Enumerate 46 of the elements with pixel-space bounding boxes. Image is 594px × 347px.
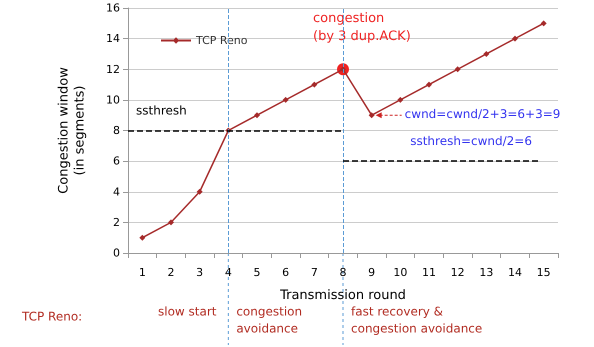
point <box>454 66 461 72</box>
y-axis-title: Congestion window (in segments) <box>56 66 88 194</box>
point <box>168 219 174 226</box>
x-tick-label: 9 <box>368 266 376 279</box>
x-tick-label: 15 <box>536 266 551 279</box>
x-axis-title: Transmission round <box>279 288 406 303</box>
x-tick-label: 13 <box>479 266 494 279</box>
y-tick-label: 14 <box>106 32 120 46</box>
point <box>397 96 404 103</box>
point <box>540 20 547 26</box>
x-tick-label: 4 <box>224 266 232 279</box>
point <box>426 82 432 88</box>
y-tick-label: 0 <box>113 246 120 260</box>
x-tick-label: 10 <box>393 266 408 279</box>
x-tick-label: 11 <box>422 266 436 279</box>
x-tick-label: 14 <box>508 266 522 279</box>
y-tick-label: 10 <box>106 93 120 106</box>
point <box>311 82 318 88</box>
x-tick-label: 5 <box>254 266 260 279</box>
x-tick-label: 3 <box>196 266 204 279</box>
x-tick-label: 6 <box>282 266 290 279</box>
ref-line-label: ssthresh=cwnd/2=6 <box>410 134 532 148</box>
text: slow start <box>158 304 217 318</box>
point <box>254 112 260 118</box>
y-tick-label: 8 <box>113 124 120 137</box>
x-tick-label: 8 <box>340 266 346 279</box>
text: congestion avoidance <box>236 304 302 336</box>
point <box>196 188 203 195</box>
point <box>512 36 518 42</box>
x-tick-label: 1 <box>138 266 146 279</box>
text: fast recovery & congestion avoidance <box>351 304 482 336</box>
point <box>368 112 375 118</box>
annotation: cwnd=cwnd/2+3=6+3=9 <box>404 107 560 122</box>
x-tick-label: 12 <box>450 266 465 279</box>
y-tick-label: 6 <box>113 154 120 168</box>
y-tick-label: 4 <box>113 185 120 198</box>
ref-line-label: ssthresh <box>136 104 187 118</box>
y-tick-label: 12 <box>106 62 120 76</box>
x-tick-label: 7 <box>310 266 318 279</box>
text: TCP Reno: <box>21 310 82 324</box>
x-tick-label: 2 <box>168 266 174 279</box>
point <box>483 50 490 57</box>
point <box>282 96 289 103</box>
point <box>139 234 146 241</box>
y-tick-label: 16 <box>106 2 120 14</box>
y-tick-label: 2 <box>113 216 120 229</box>
